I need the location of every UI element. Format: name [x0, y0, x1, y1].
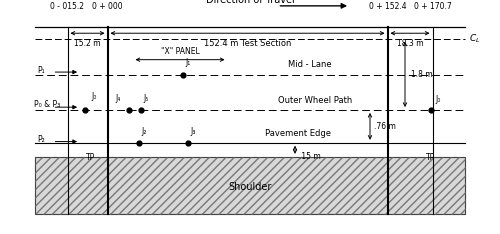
Text: 0 + 000: 0 + 000	[92, 2, 123, 11]
Text: J₀: J₀	[435, 95, 440, 104]
Text: J₃: J₃	[190, 127, 196, 136]
Text: P₂: P₂	[38, 135, 45, 144]
Text: J₂: J₂	[142, 127, 147, 136]
Text: J₄: J₄	[115, 94, 120, 103]
Text: TP: TP	[86, 153, 96, 162]
Text: 152.4 m Test Section: 152.4 m Test Section	[204, 39, 291, 48]
Text: 0 + 152.4: 0 + 152.4	[368, 2, 406, 11]
Text: J₁: J₁	[185, 58, 190, 67]
Text: P₁: P₁	[38, 66, 45, 75]
Text: .76 m: .76 m	[374, 122, 396, 131]
Text: J₅: J₅	[144, 94, 149, 103]
Text: 1.8 m: 1.8 m	[411, 70, 432, 79]
Text: 15.2 m: 15.2 m	[74, 39, 101, 48]
Text: Pavement Edge: Pavement Edge	[265, 129, 331, 138]
Text: Shoulder: Shoulder	[228, 182, 272, 192]
Text: $C_L$: $C_L$	[469, 32, 480, 45]
Text: Outer Wheel Path: Outer Wheel Path	[278, 96, 352, 105]
Text: 0 + 170.7: 0 + 170.7	[414, 2, 452, 11]
Text: .15 m: .15 m	[299, 152, 321, 161]
Text: "X" PANEL: "X" PANEL	[160, 47, 200, 56]
Text: Mid - Lane: Mid - Lane	[288, 60, 331, 69]
Text: TP: TP	[426, 153, 436, 162]
Text: J₀: J₀	[91, 92, 96, 101]
Text: 0 - 015.2: 0 - 015.2	[50, 2, 84, 11]
Text: Direction of Travel: Direction of Travel	[206, 0, 294, 5]
Text: 18.3 m: 18.3 m	[397, 39, 423, 48]
Bar	[35, 157, 465, 214]
Bar	[35, 157, 465, 214]
Text: P₀ & P₃: P₀ & P₃	[34, 100, 60, 109]
